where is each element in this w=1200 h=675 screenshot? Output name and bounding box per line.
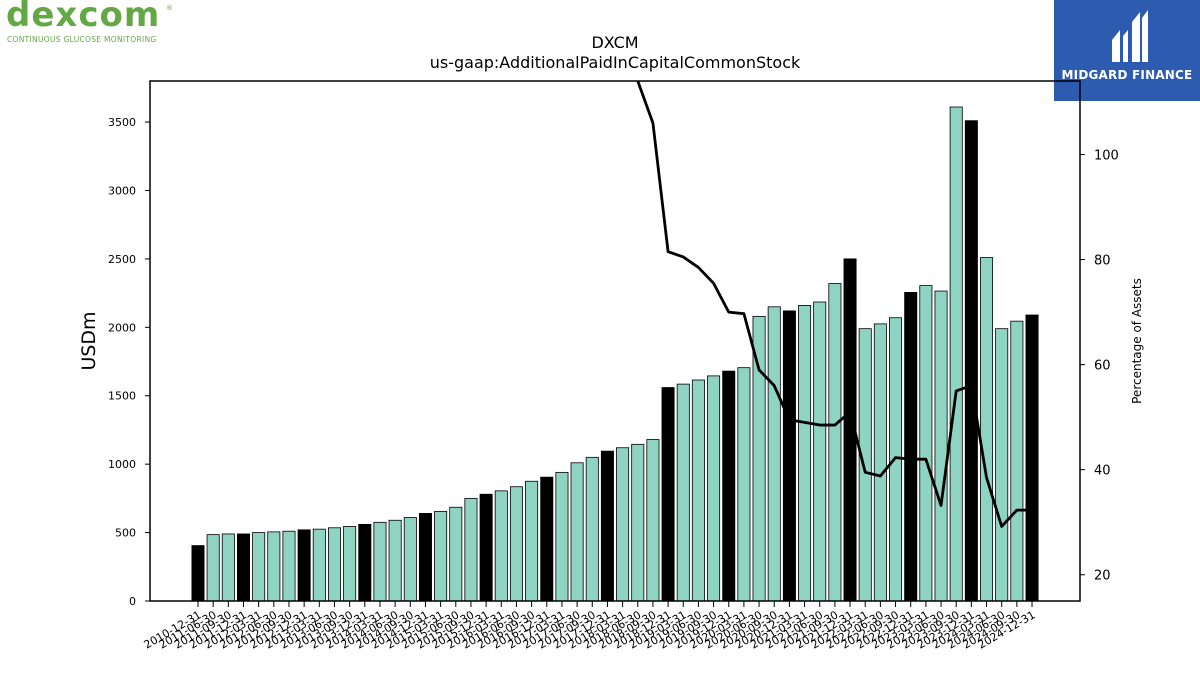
bar bbox=[1025, 314, 1039, 602]
bar bbox=[737, 367, 751, 602]
bar bbox=[434, 510, 448, 602]
bar bbox=[373, 521, 387, 602]
bar bbox=[570, 462, 584, 602]
bar bbox=[464, 497, 478, 602]
plot-frame bbox=[149, 80, 1081, 602]
dexcom-tagline: CONTINUOUS GLUCOSE MONITORING bbox=[7, 35, 157, 44]
bar bbox=[191, 545, 205, 602]
bar bbox=[646, 439, 660, 602]
bar bbox=[707, 375, 721, 602]
bar bbox=[904, 292, 918, 602]
bar bbox=[312, 528, 326, 602]
y-tick-label: 3000 bbox=[108, 184, 136, 197]
bar bbox=[798, 305, 812, 602]
percentage-of-assets-line bbox=[635, 81, 1033, 528]
bar bbox=[479, 493, 493, 602]
bar bbox=[616, 447, 630, 602]
y-tick-label: 0 bbox=[129, 595, 136, 608]
bar bbox=[388, 519, 402, 602]
y-tick-label: 2500 bbox=[108, 253, 136, 266]
bar bbox=[782, 310, 796, 602]
midgard-emblem-icon bbox=[1112, 10, 1148, 62]
bar bbox=[297, 529, 311, 602]
midgard-finance-name: MIDGARD FINANCE bbox=[1061, 68, 1193, 82]
y-tick-label: 2000 bbox=[108, 321, 136, 334]
bar bbox=[767, 306, 781, 602]
bar bbox=[282, 530, 296, 602]
bar bbox=[980, 257, 994, 602]
bar bbox=[676, 383, 690, 602]
bar bbox=[252, 532, 266, 602]
dexcom-logo: dexcom ® CONTINUOUS GLUCOSE MONITORING bbox=[6, 0, 176, 48]
bar bbox=[691, 379, 705, 602]
bar bbox=[403, 517, 417, 602]
bar bbox=[813, 301, 827, 602]
bar bbox=[343, 526, 357, 602]
bar bbox=[1010, 320, 1024, 602]
bar bbox=[206, 534, 220, 602]
bar bbox=[661, 387, 675, 602]
bar bbox=[555, 471, 569, 602]
bar bbox=[267, 531, 281, 602]
bar bbox=[418, 513, 432, 602]
bar bbox=[934, 290, 948, 602]
y2-tick-label: 60 bbox=[1094, 359, 1111, 374]
chart-subtitle: us-gaap:AdditionalPaidInCapitalCommonSto… bbox=[430, 53, 801, 72]
y-tick-label: 1000 bbox=[108, 458, 136, 471]
bar bbox=[600, 450, 614, 602]
bar bbox=[828, 283, 842, 602]
y2-tick-label: 80 bbox=[1094, 254, 1111, 269]
y-tick-label: 3500 bbox=[108, 116, 136, 129]
bar bbox=[964, 120, 978, 602]
bar bbox=[327, 527, 341, 602]
chart-title: DXCM bbox=[591, 33, 638, 52]
bar bbox=[873, 323, 887, 602]
bar bbox=[236, 533, 250, 602]
bar bbox=[509, 486, 523, 602]
bar bbox=[494, 490, 508, 602]
bar bbox=[585, 456, 599, 602]
y-axis-label: USDm bbox=[78, 311, 100, 370]
y2-tick-label: 100 bbox=[1094, 149, 1119, 164]
y2-axis-label: Percentage of Assets bbox=[1130, 278, 1144, 404]
bar bbox=[995, 328, 1009, 602]
bar bbox=[525, 480, 539, 602]
bar bbox=[722, 370, 736, 602]
bar bbox=[631, 443, 645, 602]
midgard-finance-logo: MIDGARD FINANCE bbox=[1054, 0, 1200, 101]
bar bbox=[858, 328, 872, 602]
dexcom-wordmark: dexcom bbox=[6, 0, 161, 35]
bar bbox=[949, 106, 963, 602]
y2-tick-label: 20 bbox=[1094, 569, 1111, 584]
y-tick-label: 1500 bbox=[108, 390, 136, 403]
bar bbox=[358, 523, 372, 602]
bar bbox=[919, 285, 933, 602]
y2-tick-label: 40 bbox=[1094, 464, 1111, 479]
bar bbox=[221, 533, 235, 602]
bar bbox=[449, 506, 463, 602]
y-tick-label: 500 bbox=[115, 527, 136, 540]
bar bbox=[540, 476, 554, 602]
registered-mark: ® bbox=[166, 4, 173, 12]
